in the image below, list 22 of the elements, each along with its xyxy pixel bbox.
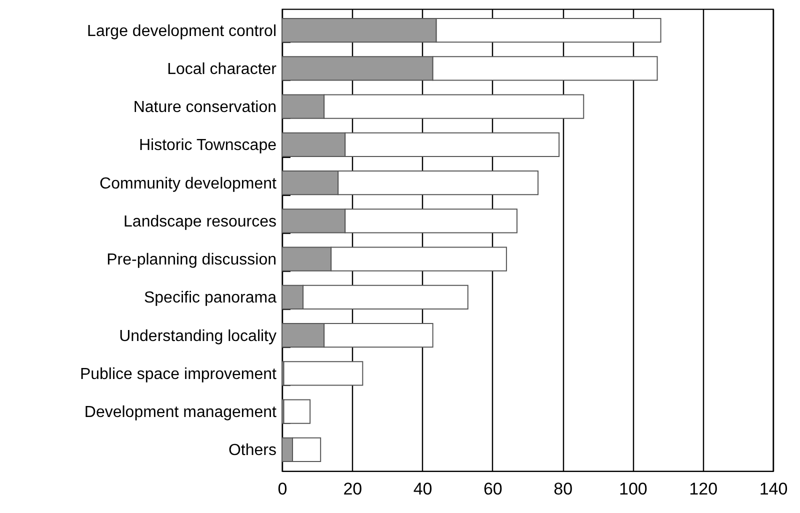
y-tick-label: Pre-planning discussion xyxy=(106,252,276,269)
x-tick-label: 100 xyxy=(619,480,648,498)
x-tick-label: 20 xyxy=(343,480,362,498)
y-tick-label: Others xyxy=(228,442,276,460)
x-tick-label: 40 xyxy=(413,480,432,498)
y-tick-label: Historic Townscape xyxy=(138,137,277,154)
x-tick-label: 60 xyxy=(483,480,502,498)
x-tick-label: 80 xyxy=(554,480,573,498)
y-tick-label: Local character xyxy=(167,60,278,78)
x-tick-label: 140 xyxy=(759,480,788,498)
y-tick-label: Understanding locality xyxy=(119,328,276,345)
bar xyxy=(283,361,364,386)
x-tick-label: 120 xyxy=(689,480,718,498)
y-tick-label: Landscape resources xyxy=(124,213,276,230)
y-tick-label: Publice space improvement xyxy=(80,366,278,383)
y-tick-label: Nature conservation xyxy=(133,99,276,116)
y-tick-label: Specific panorama xyxy=(144,290,277,307)
bar xyxy=(283,399,311,424)
x-tick-label: 0 xyxy=(278,480,288,498)
y-tick-label: Large development control xyxy=(87,22,276,40)
y-tick-label: Development management xyxy=(84,404,278,422)
y-tick-label: Community development xyxy=(100,175,278,192)
